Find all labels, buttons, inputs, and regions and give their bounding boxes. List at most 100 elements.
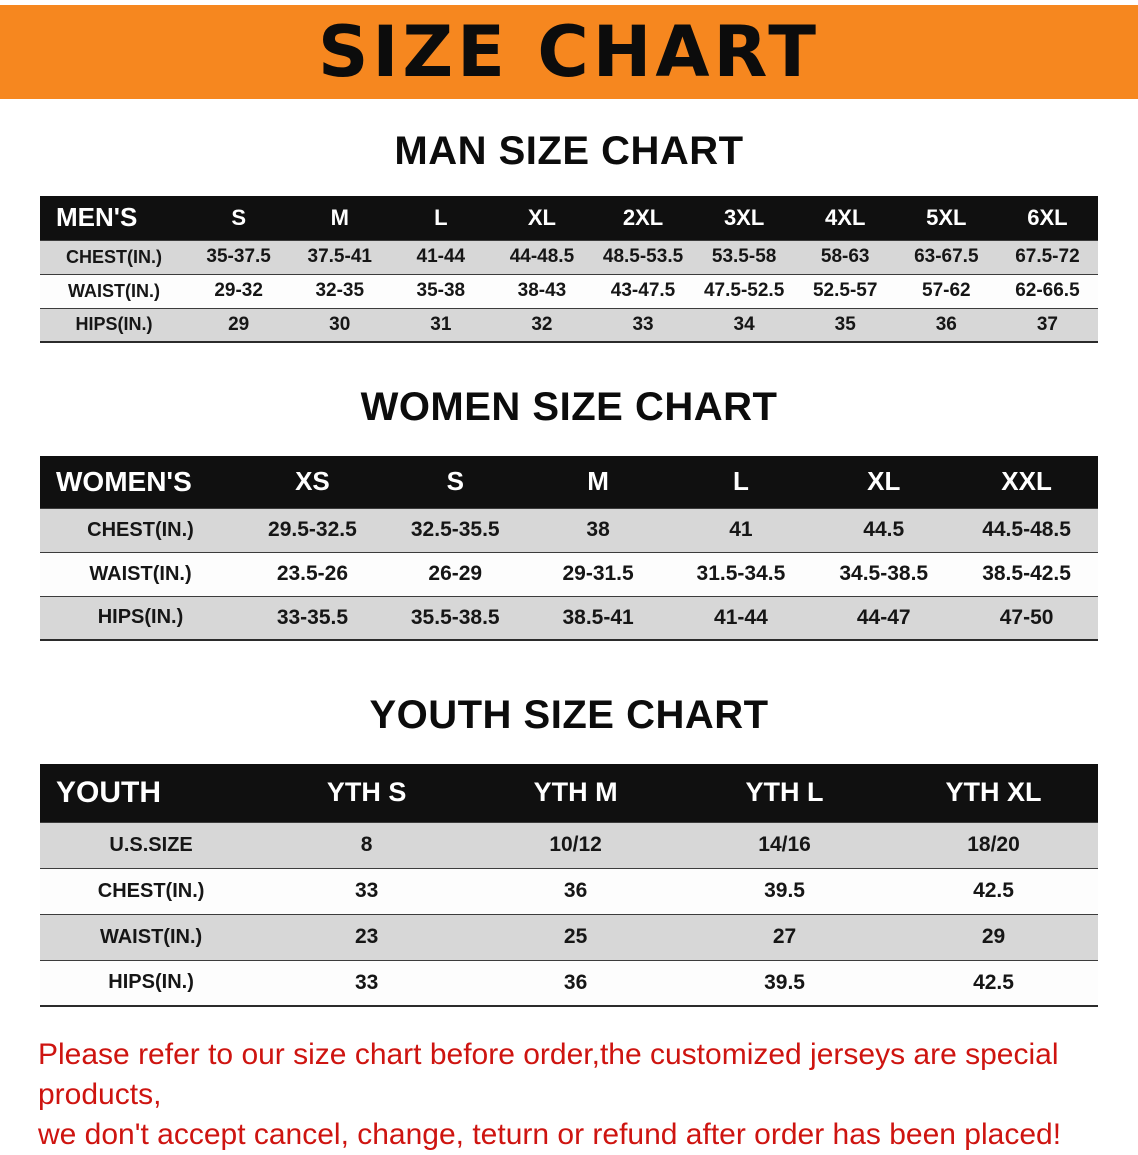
measurement-value-cell: 44-47 xyxy=(856,605,911,629)
measurement-value-cell: 33 xyxy=(354,970,379,994)
youth-size-table: YOUTH YTH S YTH M YTH L YTH XL U.S.SIZE 8 10/12… xyxy=(40,764,1098,1007)
measurement-value-cell: 42.5 xyxy=(973,879,1014,902)
measurement-value-cell: 29-31.5 xyxy=(562,562,634,585)
size-header-cell: XL xyxy=(867,466,901,497)
size-header-cell: YTH XL xyxy=(945,777,1042,808)
measurement-value-cell: 10/12 xyxy=(549,833,602,856)
size-header-cell: L xyxy=(732,466,749,497)
measurement-row: HIPS(IN.) 33-35.5 35.5-38.5 38.5-41 41-44 44-… xyxy=(40,596,1098,640)
measurement-value-cell: 32 xyxy=(531,313,553,335)
measurement-value-cell: 47-50 xyxy=(999,605,1054,629)
measurement-value-cell: 41 xyxy=(729,518,753,541)
measurement-label-cell: WAIST(IN.) xyxy=(68,280,161,301)
measurement-value-cell: 35-37.5 xyxy=(206,246,271,267)
measurement-value-cell: 33 xyxy=(632,313,654,335)
measurement-value-cell: 44.5-48.5 xyxy=(982,518,1071,541)
measurement-value-cell: 37 xyxy=(1036,313,1058,335)
measurement-value-cell: 34 xyxy=(733,313,755,335)
measurement-label-cell: U.S.SIZE xyxy=(109,833,193,856)
size-header-cell: M xyxy=(587,466,609,497)
measurement-value-cell: 38.5-42.5 xyxy=(982,562,1071,585)
measurement-value-cell: 32-35 xyxy=(315,280,365,301)
measurement-value-cell: 8 xyxy=(360,833,373,856)
measurement-row: WAIST(IN.) 23.5-26 26-29 29-31.5 31.5-34.5 34… xyxy=(40,552,1098,596)
measurement-value-cell: 47.5-52.5 xyxy=(703,280,785,301)
measurement-row: CHEST(IN.) 35-37.5 37.5-41 41-44 44-48.5 48.5… xyxy=(40,240,1098,274)
measurement-label-cell: CHEST(IN.) xyxy=(97,879,205,902)
measurement-value-cell: 67.5-72 xyxy=(1015,246,1080,267)
measurement-value-cell: 43-47.5 xyxy=(610,280,676,301)
measurement-value-cell: 42.5 xyxy=(973,970,1014,994)
measurement-value-cell: 41-44 xyxy=(416,246,466,267)
measurement-value-cell: 62-66.5 xyxy=(1015,280,1080,301)
size-header-cell: YTH M xyxy=(533,777,618,808)
measurement-label-cell: WAIST(IN.) xyxy=(99,925,203,948)
size-header-cell: 2XL xyxy=(622,204,664,230)
measurement-label-cell: CHEST(IN.) xyxy=(87,518,194,541)
measurement-value-cell: 44-48.5 xyxy=(509,246,575,267)
measurement-value-cell: 44.5 xyxy=(863,518,905,541)
measurement-value-cell: 41-44 xyxy=(714,605,768,629)
measurement-value-cell: 36 xyxy=(563,970,588,994)
size-header-cell: 3XL xyxy=(723,204,765,230)
table-title-cell: YOUTH xyxy=(56,775,161,809)
measurement-value-cell: 29 xyxy=(981,925,1006,948)
womens-size-table: WOMEN'S XS S M L XL XXL CHEST(IN.) 29.5-32.5 32.5… xyxy=(40,456,1098,641)
measurement-value-cell: 18/20 xyxy=(967,833,1020,856)
size-table: YOUTH YTH S YTH M YTH L YTH XL U.S.SIZE 8 10/12… xyxy=(40,764,1098,1007)
size-table-header-row: MEN'S S M L XL 2XL 3XL 4XL 5XL 6XL xyxy=(40,196,1098,240)
measurement-value-cell: 25 xyxy=(563,925,588,948)
measurement-label-cell: HIPS(IN.) xyxy=(97,606,184,629)
measurement-row: U.S.SIZE 8 10/12 14/16 18/20 xyxy=(40,822,1098,868)
measurement-value-cell: 29-32 xyxy=(214,280,263,301)
measurement-value-cell: 34.5-38.5 xyxy=(839,562,929,585)
size-header-cell: M xyxy=(330,204,349,230)
youth-size-heading: YOUTH SIZE CHART xyxy=(369,693,769,737)
banner-title: SIZE CHART xyxy=(317,11,821,93)
size-header-cell: YTH L xyxy=(745,777,824,808)
disclaimer-text: Please refer to our size chart before or… xyxy=(38,1035,1100,1155)
measurement-value-cell: 31 xyxy=(430,313,452,335)
measurement-value-cell: 39.5 xyxy=(764,970,805,994)
measurement-value-cell: 14/16 xyxy=(758,833,811,856)
measurement-value-cell: 52.5-57 xyxy=(812,280,878,301)
size-header-cell: 5XL xyxy=(926,204,967,230)
measurement-value-cell: 48.5-53.5 xyxy=(602,246,684,267)
measurement-value-cell: 30 xyxy=(329,313,351,335)
measurement-label-cell: HIPS(IN.) xyxy=(75,314,153,335)
size-table: MEN'S S M L XL 2XL 3XL 4XL 5XL 6XL CHEST(IN.) 35-37… xyxy=(40,196,1098,343)
measurement-value-cell: 35-38 xyxy=(416,280,466,301)
measurement-label-cell: WAIST(IN.) xyxy=(89,562,192,585)
size-header-cell: S xyxy=(231,204,246,230)
size-header-cell: L xyxy=(434,204,448,230)
measurement-value-cell: 38-43 xyxy=(517,280,567,301)
size-header-cell: YTH S xyxy=(326,777,407,808)
measurement-value-cell: 27 xyxy=(772,925,797,948)
size-table-header-row: YOUTH YTH S YTH M YTH L YTH XL xyxy=(40,764,1098,822)
size-chart-banner: SIZE CHART xyxy=(0,5,1138,99)
women-size-heading: WOMEN SIZE CHART xyxy=(360,385,778,429)
youth-size-section: YOUTH SIZE CHART YOUTH YTH S YTH M YTH L YTH… xyxy=(0,693,1138,1007)
size-table: WOMEN'S XS S M L XL XXL CHEST(IN.) 29.5-32.5 32.5… xyxy=(40,456,1098,641)
man-size-heading: MAN SIZE CHART xyxy=(394,129,744,173)
measurement-value-cell: 29.5-32.5 xyxy=(268,518,357,541)
mens-size-table: MEN'S S M L XL 2XL 3XL 4XL 5XL 6XL CHEST(IN.) 35-37… xyxy=(40,196,1098,343)
measurement-label-cell: CHEST(IN.) xyxy=(66,246,163,267)
man-size-section: MAN SIZE CHART MEN'S S M L XL 2XL 3XL 4XL 5XL 6XL… xyxy=(0,129,1138,343)
disclaimer-line-1: Please refer to our size chart before or… xyxy=(38,1038,1059,1111)
measurement-value-cell: 38 xyxy=(586,518,610,541)
measurement-value-cell: 29 xyxy=(228,313,250,335)
table-title-cell: WOMEN'S xyxy=(56,465,192,497)
measurement-value-cell: 38.5-41 xyxy=(562,605,634,629)
size-header-cell: 4XL xyxy=(825,204,866,230)
measurement-row: CHEST(IN.) 33 36 39.5 42.5 xyxy=(40,868,1098,914)
measurement-label-cell: HIPS(IN.) xyxy=(108,971,194,994)
size-header-cell: XS xyxy=(295,466,330,497)
measurement-value-cell: 23 xyxy=(354,925,379,948)
measurement-value-cell: 57-62 xyxy=(922,280,971,301)
measurement-value-cell: 33-35.5 xyxy=(276,605,349,629)
measurement-value-cell: 35 xyxy=(834,313,856,335)
measurement-value-cell: 36 xyxy=(563,879,588,902)
measurement-value-cell: 63-67.5 xyxy=(914,246,979,267)
size-header-cell: 6XL xyxy=(1027,204,1068,230)
